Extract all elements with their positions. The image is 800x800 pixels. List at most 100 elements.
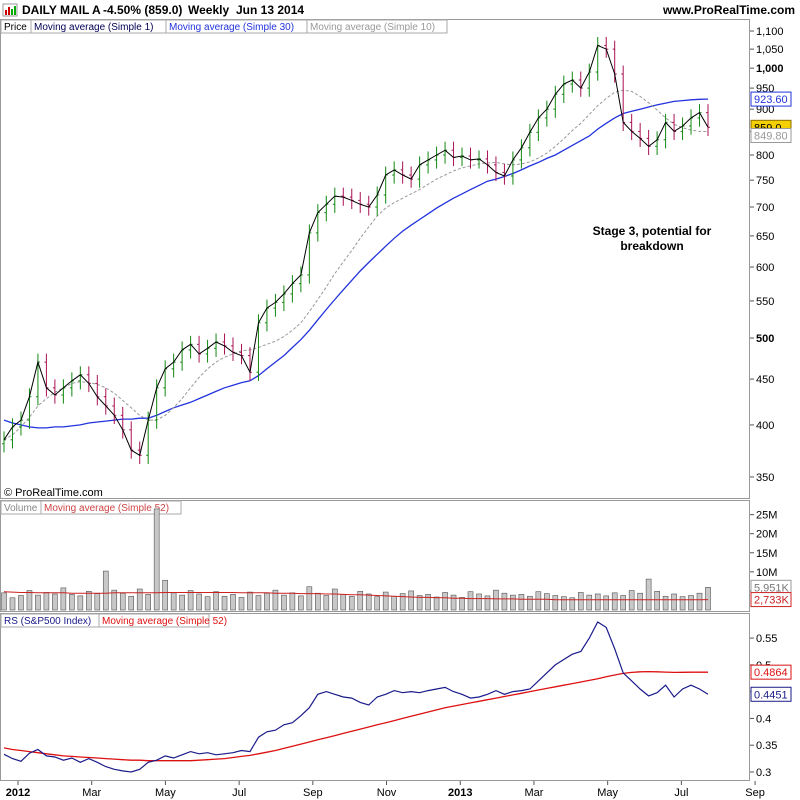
rs-panel [0,613,750,781]
date-label: Jun 13 2014 [236,3,304,17]
value-tag-label: 923.60 [754,94,788,106]
ma30-line [3,98,709,429]
volume-bar [281,594,287,611]
volume-legend: Volume Moving average (Simple 52) [0,500,182,515]
volume-tick-label: 20M [756,529,777,541]
volume-bar [391,595,397,611]
volume-bar [323,595,330,611]
x-tick-label: May [155,787,176,799]
volume-bar [679,596,686,611]
x-tick-label: Mar [524,787,543,799]
volume-bar [86,591,92,611]
value-tag-label: 0.4451 [754,689,788,701]
legend-ma10: Moving average (Simple 10) [310,22,435,33]
value-tag [750,91,792,107]
rs-line [3,621,709,773]
volume-bar [408,590,414,611]
value-tag [750,664,792,680]
price-tick-label: 400 [756,420,774,432]
volume-bar [705,586,711,611]
volume-bar [348,595,355,611]
volume-bar [213,591,219,611]
value-tag [750,128,792,144]
ma10-line [3,89,709,441]
volume-bar [374,596,381,611]
volume-bar [69,594,75,611]
legend-ma1: Moving average (Simple 1) [34,22,154,33]
volume-bar [221,595,228,611]
volume-bar [94,593,101,611]
price-tick-label: 450 [756,374,774,386]
price-tick-label: 650 [756,231,774,243]
value-tag [750,592,792,608]
legend-ma30: Moving average (Simple 30) [169,22,294,33]
x-tick-label: 2013 [448,787,472,799]
price-tick-label: 800 [756,150,774,162]
volume-bar [620,595,626,611]
price-tick-label: 550 [756,296,774,308]
volume-bar [442,592,448,611]
header: DAILY MAIL A -4.50% (859.0) Weekly Jun 1… [2,3,795,17]
price-tick-label: 500 [756,333,774,345]
x-tick-label: Sep [303,787,323,799]
x-tick-label: Nov [377,787,397,799]
volume-bar [484,595,491,611]
volume-bar [128,595,135,611]
volume-bar [416,595,423,611]
annotation-line-2: breakdown [620,239,683,253]
rs-tick-label: 0.35 [756,740,777,752]
volume-bar [238,597,245,611]
volume-bar [586,594,593,611]
volume-bar [425,594,431,611]
volume-bar [9,597,16,611]
volume-bar [671,593,677,611]
volume-bar [315,592,321,611]
volume-bar [298,595,304,611]
price-tick-label: 350 [756,472,774,484]
volume-bar [230,594,236,611]
price-tick-label: 700 [756,202,774,214]
volume-bar [77,595,84,611]
price-tick-label: 1,100 [756,26,784,38]
volume-bar [136,588,143,611]
volume-bar [357,591,364,611]
volume-bar [688,595,694,611]
volume-bar [289,592,296,611]
x-tick-label: 2012 [6,787,30,799]
legend-rs: RS (S&P500 Index) [4,616,91,627]
volume-bar [340,594,347,611]
volume-bar [611,592,618,611]
volume-bar [450,594,457,611]
volume-bar [501,592,508,611]
ticker-title: DAILY MAIL A [22,3,101,17]
volume-bar [628,590,635,611]
volume-bar [264,592,270,611]
volume-bar [179,594,185,611]
value-tag-label: 2,733K [754,595,790,607]
volume-bar [153,508,160,611]
rs-tick-label: 0.4 [756,713,771,725]
volume-bar [145,594,151,611]
volume-bar [433,596,440,611]
volume-bar [577,592,584,611]
volume-bar [510,594,516,611]
volume-bar [603,595,610,611]
volume-bar [52,593,58,611]
volume-bar [255,595,262,611]
volume-bar [26,590,33,611]
volume-bar [527,595,533,611]
volume-bar [493,589,499,611]
price-tick-label: 1,050 [756,44,784,56]
volume-bar [399,593,406,611]
volume-bar [102,570,109,611]
volume-bar [552,595,559,611]
legend-rs-ma: Moving average (Simple 52) [102,616,227,627]
x-tick-label: Jul [232,787,246,799]
ma1-line [3,44,709,457]
legend-volume-ma: Moving average (Simple 52) [44,503,169,514]
value-tag-label: 849.80 [754,131,788,143]
volume-bar [247,591,253,611]
volume-bar [518,594,525,611]
volume-bar [60,587,67,611]
